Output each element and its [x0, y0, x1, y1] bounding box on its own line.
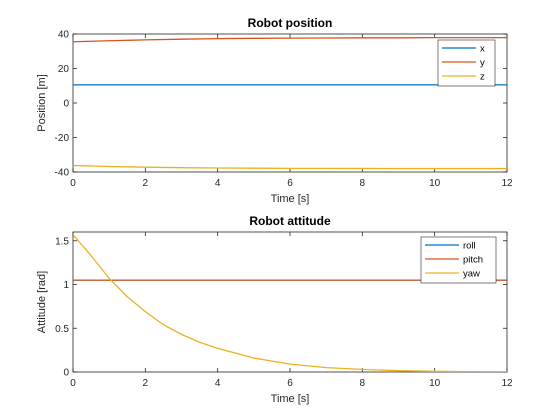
x-tick-label: 10: [429, 378, 441, 389]
x-tick-label: 0: [70, 178, 76, 189]
y-tick-label: -20: [55, 133, 70, 144]
series-line-z: [73, 164, 507, 170]
attitude-panel: 0 2 4 6 8 10 12 0 0.5 1 1.5 Robot attitude Time [s] A…: [36, 214, 513, 405]
legend-label-x: x: [480, 44, 485, 55]
y-tick-label: -40: [55, 168, 70, 179]
y-tick-label: 0: [63, 99, 69, 110]
legend-label-y: y: [480, 58, 485, 69]
legend-label-roll: roll: [463, 241, 476, 252]
legend-label-pitch: pitch: [463, 255, 483, 266]
legend-label-z: z: [480, 72, 485, 83]
position-panel: 0 2 4 6 8 10 12 -40 -20 0 20 40 Robot position Time […: [36, 16, 513, 205]
legend-box: [437, 39, 496, 87]
x-tick-label: 0: [70, 378, 76, 389]
y-tick-label: 1.5: [55, 236, 69, 247]
x-tick-label: 4: [215, 178, 221, 189]
y-tick-label: 20: [58, 64, 70, 75]
y-axis-label: Position [m]: [36, 74, 48, 131]
x-tick-label: 2: [143, 378, 149, 389]
x-tick-label: 12: [501, 178, 513, 189]
chart-title: Robot attitude: [249, 214, 331, 228]
x-tick-label: 8: [360, 378, 366, 389]
x-tick-label: 10: [429, 178, 441, 189]
position-axes-box: [72, 33, 508, 173]
y-tick-label: 0: [63, 368, 69, 379]
x-axis-label: Time [s]: [271, 193, 310, 205]
series-line-yaw: [73, 234, 507, 372]
y-tick-label: 0.5: [55, 324, 69, 335]
legend-box: [420, 236, 497, 284]
x-tick-label: 4: [215, 378, 221, 389]
y-tick-label: 1: [63, 280, 69, 291]
series-line-y: [73, 36, 507, 43]
x-tick-label: 6: [287, 378, 293, 389]
x-tick-label: 6: [287, 178, 293, 189]
x-tick-label: 12: [501, 378, 513, 389]
chart-title: Robot position: [248, 16, 333, 30]
x-tick-label: 8: [360, 178, 366, 189]
y-tick-label: 40: [58, 30, 70, 41]
x-axis-label: Time [s]: [271, 393, 310, 405]
x-tick-label: 2: [143, 178, 149, 189]
y-axis-label: Attitude [rad]: [36, 271, 48, 333]
legend-label-yaw: yaw: [463, 269, 480, 280]
